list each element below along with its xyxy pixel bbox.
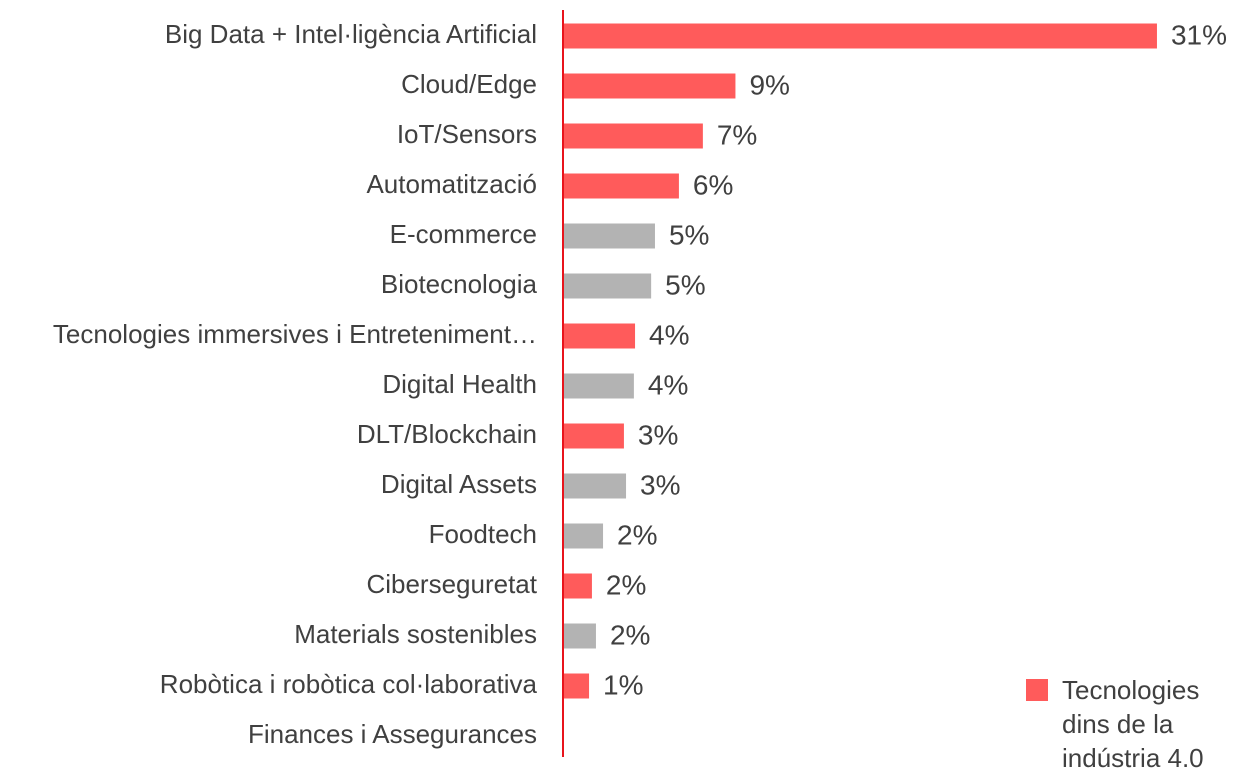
category-label: Robòtica i robòtica col·laborativa	[160, 669, 538, 699]
category-label: DLT/Blockchain	[357, 419, 537, 449]
bar	[563, 423, 624, 449]
bar	[563, 23, 1157, 49]
value-label: 9%	[749, 69, 789, 100]
bar	[563, 673, 590, 699]
bar	[563, 73, 736, 99]
bar	[563, 323, 636, 349]
category-label: E-commerce	[390, 219, 537, 249]
value-label: 7%	[717, 119, 757, 150]
value-label: 3%	[640, 469, 680, 500]
category-label: Tecnologies immersives i Entreteniment…	[53, 319, 537, 349]
value-label: 31%	[1171, 19, 1227, 50]
bar	[563, 173, 679, 199]
category-label: Automatització	[366, 169, 537, 199]
category-label: Digital Health	[382, 369, 537, 399]
legend-swatch	[1026, 679, 1048, 701]
value-label: 5%	[665, 269, 705, 300]
bar	[563, 623, 596, 649]
category-label: Foodtech	[429, 519, 537, 549]
category-label: Digital Assets	[381, 469, 537, 499]
category-label: Cloud/Edge	[401, 69, 537, 99]
value-label: 2%	[617, 519, 657, 550]
bar	[563, 473, 627, 499]
legend-label: Tecnologies dins de la indústria 4.0	[1062, 675, 1204, 771]
category-label: Ciberseguretat	[366, 569, 537, 599]
category-label: Finances i Assegurances	[248, 719, 537, 749]
value-label: 2%	[610, 619, 650, 650]
value-label: 6%	[693, 169, 733, 200]
bar	[563, 273, 652, 299]
bar	[563, 123, 703, 149]
category-label: Materials sostenibles	[294, 619, 537, 649]
value-label: 1%	[603, 669, 643, 700]
category-label: Big Data + Intel·ligència Artificial	[165, 19, 537, 49]
value-label: 3%	[638, 419, 678, 450]
category-label: IoT/Sensors	[397, 119, 537, 149]
category-label: Biotecnologia	[381, 269, 538, 299]
legend: Tecnologies dins de la indústria 4.0	[1026, 673, 1236, 771]
bar	[563, 573, 592, 599]
value-label: 2%	[606, 569, 646, 600]
bar	[563, 223, 655, 249]
bar	[563, 373, 634, 399]
bar	[563, 523, 604, 549]
value-label: 4%	[648, 369, 688, 400]
value-label: 5%	[669, 219, 709, 250]
value-label: 4%	[649, 319, 689, 350]
